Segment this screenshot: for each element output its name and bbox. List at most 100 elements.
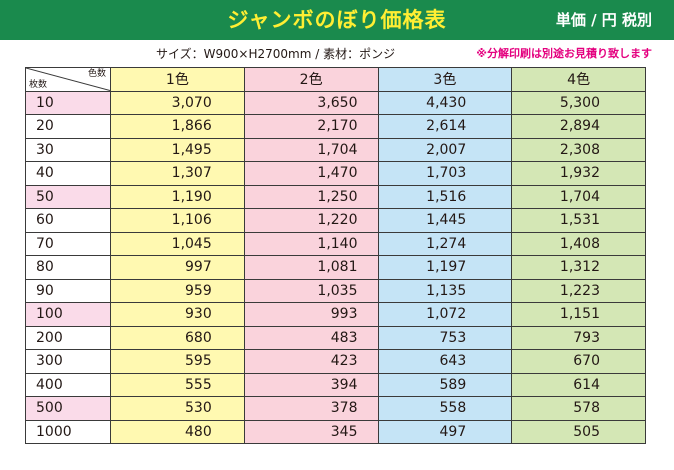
price-cell-3-color: 2,007 — [377, 137, 513, 162]
unit-label: 単価 / 円 税別 — [555, 11, 652, 29]
price-cell-1-color: 1,495 — [110, 137, 245, 162]
corner-qty-label: 枚数 — [29, 79, 48, 90]
table-row: 200 680 483 753 793 — [25, 325, 646, 350]
price-table: 色数 枚数 1色 2色 3色 4色 10 3,070 3,650 4,430 5,300… — [25, 67, 646, 444]
price-cell-4-color: 578 — [511, 396, 646, 421]
price-cell-3-color: 1,197 — [377, 255, 513, 280]
price-cell-3-color: 1,516 — [377, 184, 513, 209]
price-cell-3-color: 589 — [377, 372, 513, 397]
quantity-cell: 400 — [25, 372, 111, 397]
price-cell-4-color: 505 — [511, 419, 646, 444]
price-cell-2-color: 1,220 — [243, 208, 379, 233]
price-cell-2-color: 1,081 — [243, 255, 379, 280]
specs-line: サイズ：W900×H2700mm / 素材：ポンジ — [156, 47, 396, 61]
table-row: 60 1,106 1,220 1,445 1,531 — [25, 208, 646, 233]
quantity-cell: 40 — [25, 161, 111, 186]
separation-print-note: ※分解印刷は別途お見積り致します — [476, 47, 652, 60]
price-cell-2-color: 423 — [243, 349, 379, 374]
table-row: 30 1,495 1,704 2,007 2,308 — [25, 137, 646, 162]
price-cell-2-color: 1,140 — [243, 231, 379, 256]
price-cell-4-color: 614 — [511, 372, 646, 397]
quantity-cell: 20 — [25, 114, 111, 139]
table-row: 1000 480 345 497 505 — [25, 419, 646, 444]
table-row: 70 1,045 1,140 1,274 1,408 — [25, 231, 646, 256]
price-cell-3-color: 1,703 — [377, 161, 513, 186]
column-header-2-color: 2色 — [243, 67, 379, 92]
price-cell-4-color: 1,151 — [511, 302, 646, 327]
price-cell-3-color: 643 — [377, 349, 513, 374]
quantity-cell: 90 — [25, 278, 111, 303]
price-cell-4-color: 793 — [511, 325, 646, 350]
price-cell-1-color: 480 — [110, 419, 245, 444]
price-cell-2-color: 2,170 — [243, 114, 379, 139]
price-cell-3-color: 558 — [377, 396, 513, 421]
price-cell-2-color: 1,035 — [243, 278, 379, 303]
price-cell-4-color: 1,932 — [511, 161, 646, 186]
price-cell-2-color: 345 — [243, 419, 379, 444]
price-cell-1-color: 595 — [110, 349, 245, 374]
price-cell-1-color: 530 — [110, 396, 245, 421]
price-cell-2-color: 3,650 — [243, 90, 379, 115]
price-cell-3-color: 1,072 — [377, 302, 513, 327]
price-cell-1-color: 1,106 — [110, 208, 245, 233]
quantity-cell: 300 — [25, 349, 111, 374]
price-cell-2-color: 394 — [243, 372, 379, 397]
price-cell-3-color: 2,614 — [377, 114, 513, 139]
diagonal-divider — [26, 68, 110, 91]
quantity-cell: 10 — [25, 90, 111, 115]
price-cell-3-color: 1,135 — [377, 278, 513, 303]
table-row: 400 555 394 589 614 — [25, 372, 646, 397]
table-row: 50 1,190 1,250 1,516 1,704 — [25, 184, 646, 209]
page-title: ジャンボのぼり価格表 — [227, 8, 447, 32]
quantity-cell: 30 — [25, 137, 111, 162]
price-cell-1-color: 3,070 — [110, 90, 245, 115]
table-row: 10 3,070 3,650 4,430 5,300 — [25, 90, 646, 115]
table-row: 90 959 1,035 1,135 1,223 — [25, 278, 646, 303]
price-cell-3-color: 1,274 — [377, 231, 513, 256]
table-row: 500 530 378 558 578 — [25, 396, 646, 421]
price-cell-4-color: 5,300 — [511, 90, 646, 115]
price-cell-1-color: 1,045 — [110, 231, 245, 256]
price-cell-4-color: 2,308 — [511, 137, 646, 162]
price-cell-1-color: 1,307 — [110, 161, 245, 186]
price-cell-4-color: 1,531 — [511, 208, 646, 233]
corner-cell: 色数 枚数 — [25, 67, 111, 92]
price-cell-2-color: 1,470 — [243, 161, 379, 186]
price-cell-2-color: 1,704 — [243, 137, 379, 162]
quantity-cell: 80 — [25, 255, 111, 280]
column-header-1-color: 1色 — [110, 67, 245, 92]
price-cell-3-color: 497 — [377, 419, 513, 444]
price-cell-1-color: 997 — [110, 255, 245, 280]
price-cell-3-color: 4,430 — [377, 90, 513, 115]
price-cell-1-color: 680 — [110, 325, 245, 350]
price-cell-4-color: 670 — [511, 349, 646, 374]
quantity-cell: 200 — [25, 325, 111, 350]
quantity-cell: 100 — [25, 302, 111, 327]
column-header-4-color: 4色 — [511, 67, 646, 92]
price-cell-2-color: 1,250 — [243, 184, 379, 209]
quantity-cell: 50 — [25, 184, 111, 209]
price-cell-1-color: 1,866 — [110, 114, 245, 139]
price-cell-1-color: 555 — [110, 372, 245, 397]
price-cell-2-color: 993 — [243, 302, 379, 327]
price-cell-2-color: 483 — [243, 325, 379, 350]
quantity-cell: 1000 — [25, 419, 111, 444]
price-cell-4-color: 1,312 — [511, 255, 646, 280]
table-row: 20 1,866 2,170 2,614 2,894 — [25, 114, 646, 139]
price-cell-3-color: 753 — [377, 325, 513, 350]
table-row: 80 997 1,081 1,197 1,312 — [25, 255, 646, 280]
price-cell-2-color: 378 — [243, 396, 379, 421]
corner-colors-label: 色数 — [87, 69, 106, 79]
table-row: 40 1,307 1,470 1,703 1,932 — [25, 161, 646, 186]
price-cell-4-color: 1,223 — [511, 278, 646, 303]
quantity-cell: 500 — [25, 396, 111, 421]
header-row: 色数 枚数 1色 2色 3色 4色 — [25, 67, 646, 92]
price-table-body: 10 3,070 3,650 4,430 5,300 20 1,866 2,170 2,614 2… — [25, 90, 646, 444]
table-row: 300 595 423 643 670 — [25, 349, 646, 374]
quantity-cell: 60 — [25, 208, 111, 233]
price-cell-4-color: 1,704 — [511, 184, 646, 209]
price-cell-1-color: 959 — [110, 278, 245, 303]
quantity-cell: 70 — [25, 231, 111, 256]
price-cell-1-color: 1,190 — [110, 184, 245, 209]
price-cell-1-color: 930 — [110, 302, 245, 327]
